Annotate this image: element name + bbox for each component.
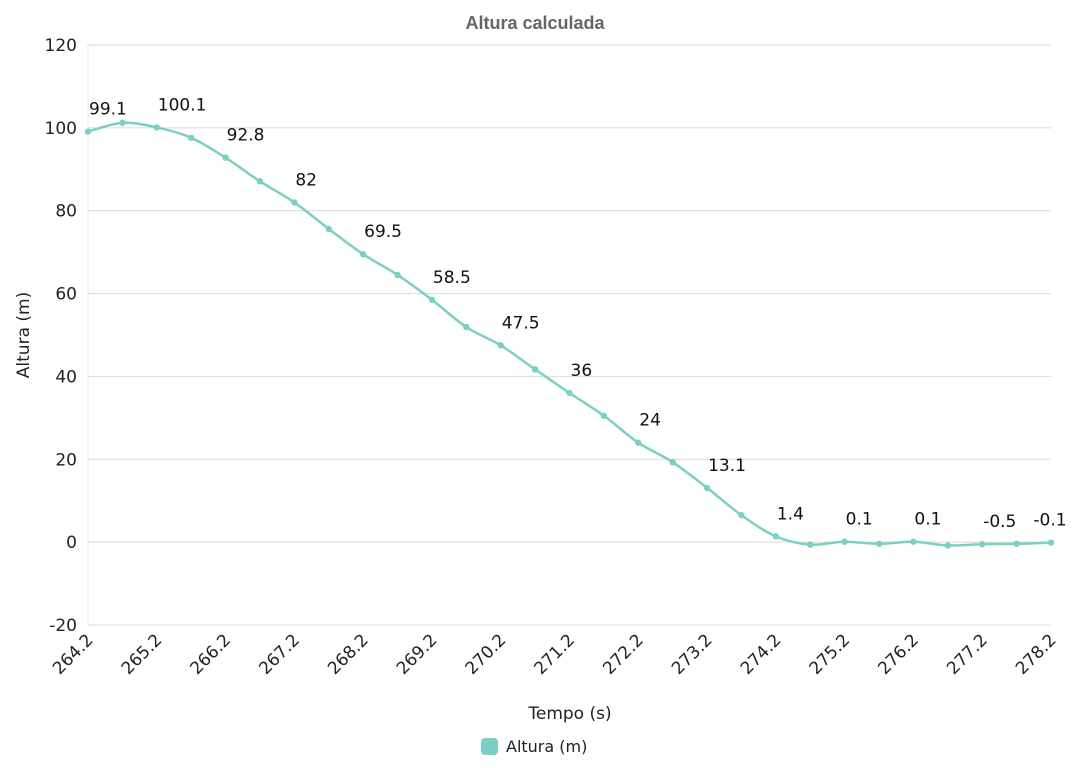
data-point[interactable] <box>566 389 573 397</box>
data-point[interactable] <box>325 225 332 233</box>
data-point[interactable] <box>944 542 952 549</box>
data-label: 24 <box>639 411 661 431</box>
grid-lines <box>87 44 1051 626</box>
x-tick-label: 278.2 <box>1012 630 1061 679</box>
y-tick-label: 20 <box>55 450 77 470</box>
y-axis-ticks: -20 0 20 40 60 80 100 120 <box>45 36 77 636</box>
x-axis-ticks: 264.2 265.2 266.2 267.2 268.2 269.2 270.2 271.2… <box>49 630 1061 679</box>
data-label: 69.5 <box>364 222 402 242</box>
data-point[interactable] <box>841 538 848 545</box>
data-label: 99.1 <box>89 100 127 120</box>
data-point[interactable] <box>394 271 401 279</box>
legend-label: Altura (m) <box>506 737 587 756</box>
series-altura <box>84 119 1055 549</box>
data-point[interactable] <box>291 199 298 206</box>
x-tick-label: 276.2 <box>874 630 923 679</box>
data-point[interactable] <box>84 128 92 135</box>
data-label: -0.5 <box>983 512 1016 532</box>
data-point[interactable] <box>738 512 745 519</box>
y-tick-label: 0 <box>66 533 77 553</box>
x-tick-label: 271.2 <box>530 630 579 679</box>
data-point[interactable] <box>531 366 539 373</box>
data-point[interactable] <box>187 134 195 141</box>
y-tick-label: -20 <box>49 616 77 636</box>
data-label: 100.1 <box>158 95 207 115</box>
data-point[interactable] <box>463 323 470 331</box>
x-tick-label: 277.2 <box>943 630 992 679</box>
data-label: 0.1 <box>914 510 941 530</box>
data-label: 36 <box>571 361 593 381</box>
y-tick-label: 40 <box>55 367 77 387</box>
x-tick-label: 270.2 <box>462 630 511 679</box>
data-point[interactable] <box>1013 540 1020 547</box>
data-label: -0.1 <box>1033 511 1066 531</box>
y-tick-label: 60 <box>55 285 77 305</box>
data-point[interactable] <box>153 124 160 131</box>
series-line <box>87 121 1052 547</box>
data-point[interactable] <box>600 412 608 419</box>
data-point[interactable] <box>635 439 642 446</box>
data-label: 13.1 <box>708 456 746 476</box>
data-point[interactable] <box>359 251 367 258</box>
legend-swatch <box>481 738 498 755</box>
x-tick-label: 264.2 <box>49 630 98 679</box>
data-point[interactable] <box>428 296 436 303</box>
chart-title: Altura calculada <box>465 13 605 33</box>
data-point[interactable] <box>875 540 883 547</box>
data-point[interactable] <box>910 538 917 545</box>
data-point[interactable] <box>807 541 814 548</box>
data-label: 58.5 <box>433 268 471 288</box>
y-tick-label: 100 <box>45 119 77 139</box>
x-tick-label: 265.2 <box>118 630 167 679</box>
data-point[interactable] <box>497 342 504 349</box>
x-tick-label: 266.2 <box>187 630 236 679</box>
data-label: 0.1 <box>846 510 873 530</box>
data-label: 82 <box>295 170 317 190</box>
data-point[interactable] <box>119 119 126 127</box>
data-point[interactable] <box>772 533 780 540</box>
data-point[interactable] <box>256 178 264 185</box>
x-tick-label: 268.2 <box>324 630 373 679</box>
data-label: 47.5 <box>502 313 540 333</box>
data-point[interactable] <box>1047 539 1055 546</box>
x-tick-label: 273.2 <box>668 630 717 679</box>
x-axis-label: Tempo (s) <box>527 704 611 724</box>
data-point[interactable] <box>222 154 229 161</box>
x-tick-label: 269.2 <box>393 630 442 679</box>
data-label: 1.4 <box>777 504 804 524</box>
y-axis-label: Altura (m) <box>14 292 34 378</box>
y-tick-label: 80 <box>55 202 77 222</box>
legend[interactable]: Altura (m) <box>481 737 587 756</box>
x-tick-label: 267.2 <box>255 630 304 679</box>
y-tick-label: 120 <box>45 36 77 56</box>
data-point[interactable] <box>669 458 676 466</box>
data-point[interactable] <box>703 484 711 492</box>
data-label: 92.8 <box>227 126 265 146</box>
data-point[interactable] <box>979 541 986 548</box>
x-tick-label: 272.2 <box>599 630 648 679</box>
data-labels: 99.1 100.1 92.8 82 69.5 58.5 47.5 36 24 13.1 1.4 0.… <box>89 95 1067 532</box>
x-tick-label: 274.2 <box>737 630 786 679</box>
x-tick-label: 275.2 <box>806 630 855 679</box>
